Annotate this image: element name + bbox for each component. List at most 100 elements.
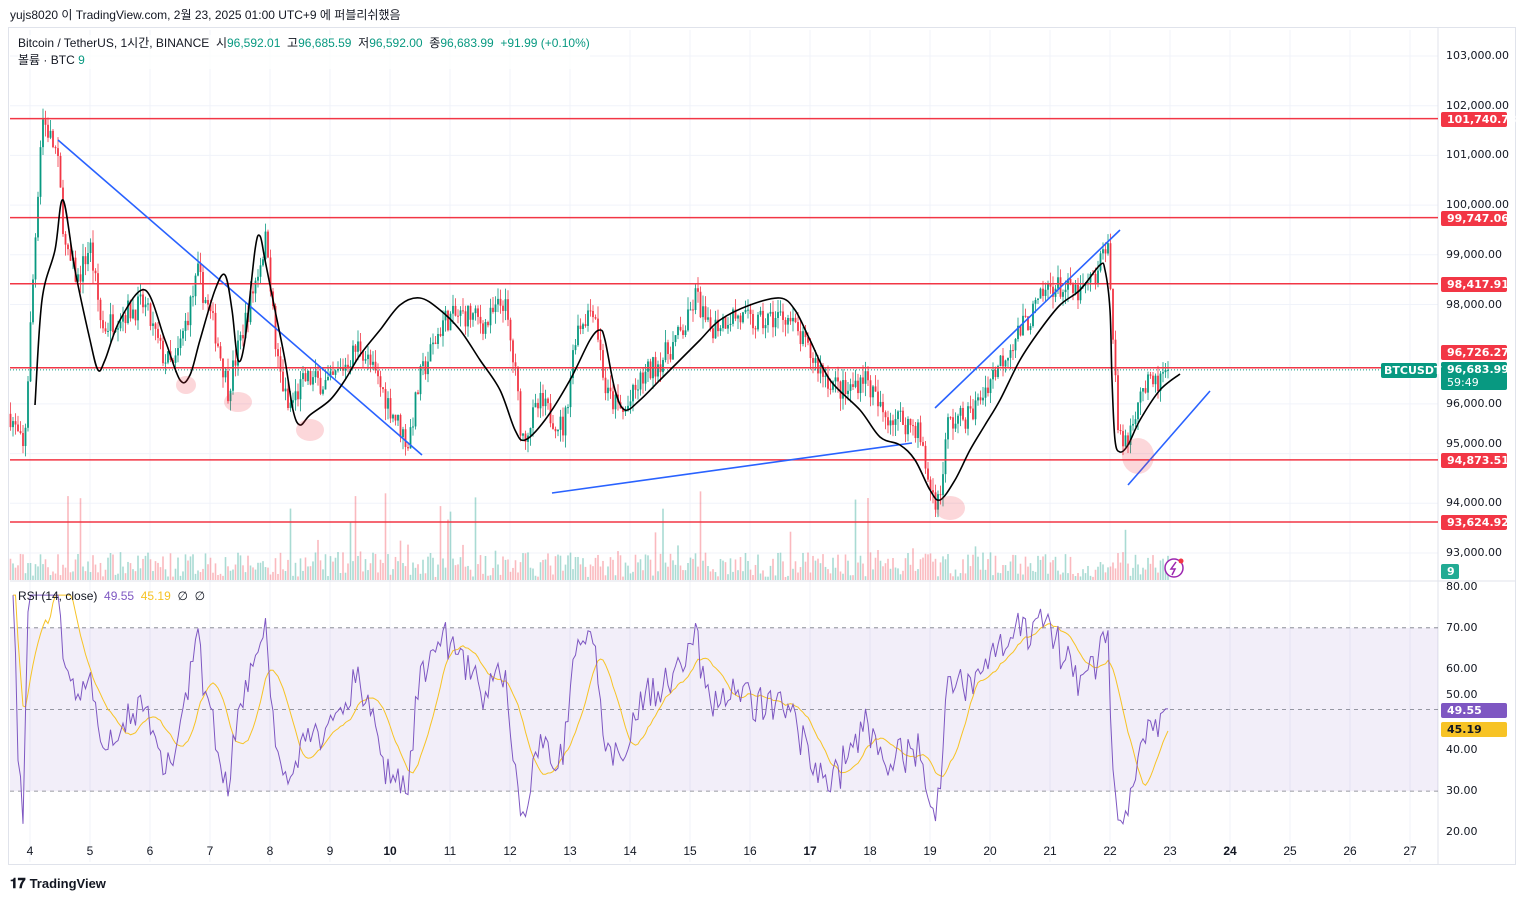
volume-bar [627, 565, 629, 580]
candle-body [667, 342, 669, 355]
candle-body [784, 319, 787, 325]
candle-body [744, 309, 747, 313]
volume-bar [224, 557, 227, 580]
volume-bar [982, 552, 984, 580]
candle-body [644, 371, 647, 384]
candle-body [1127, 435, 1129, 446]
candle-body [799, 331, 802, 345]
candle-body [827, 375, 829, 389]
volume-bar [327, 576, 329, 580]
volume-bar [294, 562, 297, 580]
volume-bar [664, 562, 667, 580]
close-label: 종 [429, 36, 441, 50]
volume-bar [649, 559, 652, 580]
volume-bar [552, 574, 554, 580]
volume-bar [254, 569, 257, 580]
candle-body [1147, 374, 1149, 393]
volume-bar [824, 566, 827, 580]
price-axis-label: 94,000.00 [1446, 496, 1502, 510]
volume-bar [364, 559, 367, 580]
volume-bar [619, 555, 622, 580]
volume-bar [529, 567, 532, 580]
volume-bar [314, 552, 317, 580]
tradingview-logo[interactable]: 𝟏𝟕 TradingView [10, 875, 106, 892]
volume-bar [147, 552, 149, 580]
time-axis-label: 4 [26, 844, 34, 858]
candle-body [857, 380, 859, 394]
volume-bar [977, 556, 979, 580]
volume-bar [362, 571, 364, 580]
rsi-label[interactable]: RSI (14, close) [18, 589, 98, 603]
candle-body [649, 361, 652, 379]
candle-body [522, 433, 524, 436]
volume-bar [867, 498, 869, 580]
volume-bar [107, 557, 109, 580]
volume-bar [1049, 562, 1052, 580]
rsi-ma-tag: 45.19 [1441, 722, 1507, 738]
candle-body [754, 328, 757, 330]
volume-bar [564, 564, 567, 580]
volume-tag: 9 [1441, 564, 1459, 579]
candle-body [1012, 350, 1014, 352]
volume-bar [164, 569, 167, 580]
candle-body [82, 256, 84, 282]
volume-bar [94, 564, 97, 580]
volume-bar [892, 558, 894, 580]
candle-body [197, 263, 199, 276]
volume-bar [37, 566, 39, 580]
volume-bar [1074, 576, 1077, 580]
candle-body [592, 310, 594, 318]
volume-bar [1102, 564, 1104, 580]
candle-body [194, 275, 197, 297]
volume-bar [92, 555, 94, 580]
candle-body [442, 320, 444, 336]
candle-body [434, 342, 437, 344]
candle-body [377, 370, 379, 377]
volume-bar [1087, 565, 1089, 580]
candle-body [357, 341, 359, 352]
candle-body [1164, 369, 1167, 373]
volume-bar [957, 576, 959, 580]
volume-bar [632, 571, 634, 580]
symbol-tag[interactable]: BTCUSDT [1381, 362, 1441, 378]
candle-body [1017, 325, 1019, 340]
candle-body [189, 296, 192, 326]
volume-bar [1154, 567, 1157, 580]
volume-bar [1029, 563, 1032, 580]
candle-body [1107, 243, 1109, 254]
candle-body [544, 398, 547, 407]
price-axis-label: 101,000.00 [1446, 148, 1509, 162]
candle-body [692, 309, 694, 311]
candle-body [989, 379, 992, 394]
candle-body [134, 309, 137, 321]
candle-body [1044, 289, 1047, 296]
candle-body [759, 310, 762, 315]
volume-bar [722, 560, 724, 580]
volume-bar [674, 564, 677, 580]
candle-body [779, 311, 782, 313]
volume-bar [939, 562, 942, 580]
symbol-title[interactable]: Bitcoin / TetherUS, 1시간, BINANCE [18, 36, 210, 50]
volume-bar [492, 567, 494, 580]
volume-bar [509, 571, 512, 580]
candle-body [859, 377, 862, 394]
rsi-line [12, 594, 1168, 826]
rsi-empty-2: ∅ [194, 589, 206, 603]
volume-bar [854, 499, 857, 580]
volume-bar [462, 544, 464, 580]
volume-bar [912, 548, 914, 580]
volume-bar [484, 555, 487, 580]
volume-bar [167, 576, 169, 580]
volume-bar [297, 576, 299, 580]
volume-label[interactable]: 볼륨 · BTC [18, 53, 75, 67]
candle-body [207, 300, 209, 305]
time-axis-label: 26 [1343, 844, 1357, 858]
volume-bar [474, 497, 477, 580]
volume-bar [717, 576, 719, 580]
volume-bar [734, 559, 737, 580]
candle-body [164, 362, 167, 364]
candle-body [809, 342, 812, 359]
candle-body [824, 375, 827, 377]
candle-body [429, 344, 432, 362]
